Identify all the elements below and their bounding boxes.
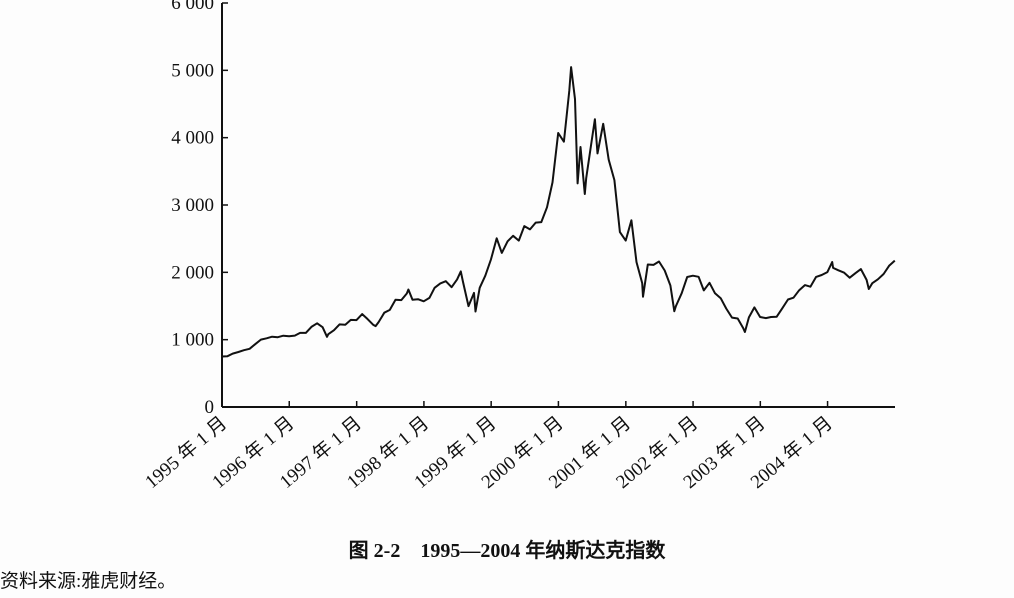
y-tick-labels: 0 1 000 2 000 3 000 4 000 5 000 6 000	[171, 0, 214, 418]
y-tick-label: 6 000	[171, 0, 214, 14]
series-line	[221, 66, 896, 358]
series	[221, 66, 896, 358]
axes	[221, 2, 895, 408]
nasdaq-line-chart: 0 1 000 2 000 3 000 4 000 5 000 6 000 1995 年 1…	[141, 0, 896, 493]
y-tick-label: 4 000	[171, 128, 214, 149]
y-tick-label: 3 000	[171, 195, 214, 216]
chart-source: 资料来源:雅虎财经。	[0, 571, 177, 592]
y-tick-label: 5 000	[171, 60, 214, 81]
chart-title: 图 2-2 1995—2004 年纳斯达克指数	[348, 540, 666, 562]
y-tick-label: 2 000	[171, 262, 214, 283]
y-tick-label: 1 000	[171, 330, 214, 351]
y-tick-label: 0	[205, 397, 215, 418]
